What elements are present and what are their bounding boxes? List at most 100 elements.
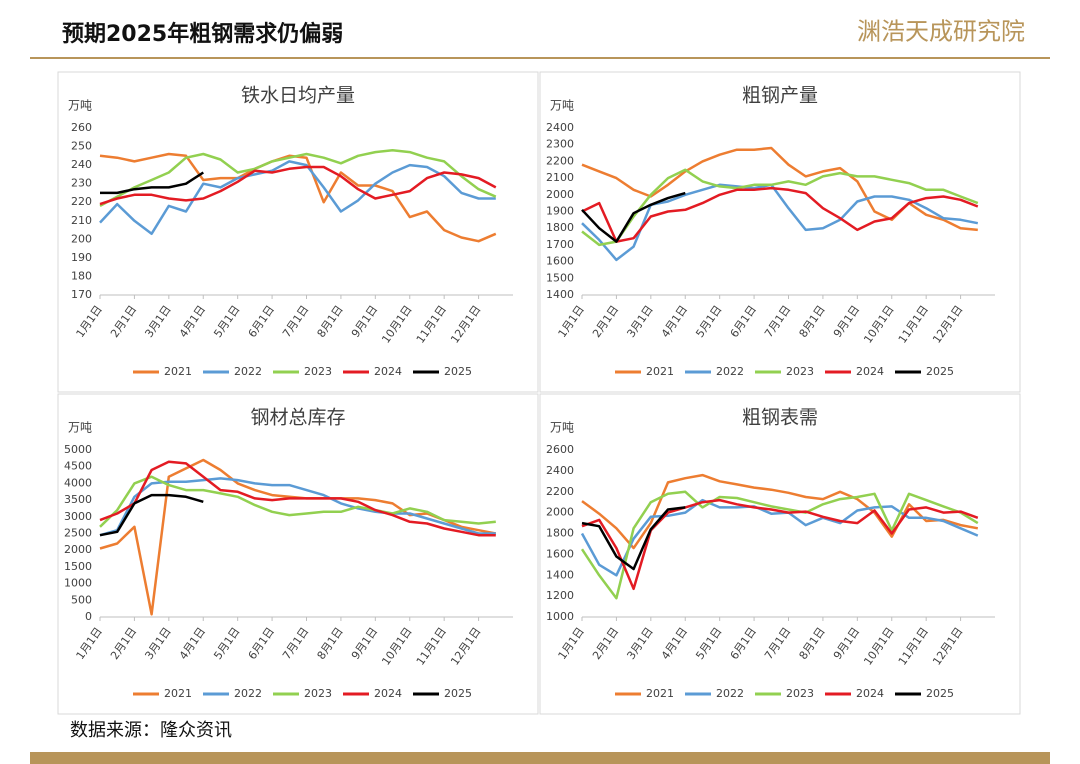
y-tick-label: 3000 (64, 510, 92, 523)
legend-label: 2023 (304, 687, 332, 700)
series-line (99, 493, 204, 537)
x-tick-label: 3月1日 (624, 303, 655, 340)
legend-label: 2022 (716, 687, 744, 700)
x-tick-label: 8月1日 (797, 303, 828, 340)
x-tick-label: 6月1日 (246, 303, 277, 340)
series-line (581, 506, 686, 571)
y-tick-label: 5000 (64, 443, 92, 456)
x-tick-label: 11月1日 (414, 303, 449, 346)
y-axis-label: 万吨 (550, 99, 574, 113)
x-tick-label: 2月1日 (590, 303, 621, 340)
legend-label: 2023 (786, 687, 814, 700)
series-line (99, 149, 497, 208)
legend-label: 2021 (646, 365, 674, 378)
x-tick-label: 5月1日 (211, 625, 242, 662)
x-tick-label: 6月1日 (246, 625, 277, 662)
x-tick-label: 9月1日 (349, 625, 380, 662)
panel-frame (539, 393, 1021, 715)
x-tick-label: 3月1日 (142, 625, 173, 662)
y-tick-label: 2000 (64, 543, 92, 556)
y-tick-label: 1600 (546, 547, 574, 560)
y-tick-label: 1000 (546, 610, 574, 623)
y-tick-label: 2600 (546, 443, 574, 456)
x-tick-label: 5月1日 (211, 303, 242, 340)
y-tick-label: 2200 (546, 485, 574, 498)
y-tick-label: 230 (71, 177, 92, 190)
x-tick-label: 10月1日 (379, 625, 414, 668)
chart-title: 粗钢表需 (742, 407, 818, 429)
legend-label: 2025 (444, 365, 472, 378)
x-tick-label: 6月1日 (728, 625, 759, 662)
x-tick-label: 7月1日 (280, 303, 311, 340)
series-line (99, 475, 496, 528)
legend-label: 2022 (234, 687, 262, 700)
x-tick-label: 8月1日 (315, 303, 346, 340)
x-tick-label: 11月1日 (896, 303, 931, 346)
x-tick-label: 7月1日 (280, 625, 311, 662)
y-tick-label: 260 (71, 121, 92, 134)
x-tick-label: 11月1日 (896, 625, 931, 668)
series-line (99, 460, 496, 537)
legend-label: 2024 (856, 365, 884, 378)
series-line (99, 477, 496, 537)
y-tick-label: 1400 (546, 288, 574, 301)
y-axis-label: 万吨 (68, 421, 92, 435)
y-tick-label: 1400 (546, 568, 574, 581)
x-tick-label: 4月1日 (659, 303, 690, 340)
y-tick-label: 2000 (546, 506, 574, 519)
y-tick-label: 4000 (64, 476, 92, 489)
x-tick-label: 7月1日 (762, 625, 793, 662)
y-tick-label: 2000 (546, 188, 574, 201)
y-tick-label: 220 (71, 195, 92, 208)
x-tick-label: 8月1日 (315, 625, 346, 662)
x-tick-label: 3月1日 (624, 625, 655, 662)
x-tick-label: 12月1日 (448, 303, 483, 346)
legend-label: 2023 (786, 365, 814, 378)
x-tick-label: 12月1日 (930, 303, 965, 346)
x-tick-label: 9月1日 (349, 303, 380, 340)
legend-label: 2023 (304, 365, 332, 378)
y-tick-label: 1500 (64, 560, 92, 573)
x-tick-label: 2月1日 (108, 303, 139, 340)
series-line (581, 191, 686, 243)
x-tick-label: 1月1日 (74, 625, 105, 662)
x-tick-label: 1月1日 (74, 303, 105, 340)
y-tick-label: 240 (71, 158, 92, 171)
series-line (581, 168, 979, 247)
x-tick-label: 9月1日 (831, 303, 862, 340)
y-tick-label: 2200 (546, 154, 574, 167)
y-tick-label: 2400 (546, 464, 574, 477)
page-title: 预期2025年粗钢需求仍偏弱 (62, 21, 343, 47)
y-tick-label: 1000 (64, 577, 92, 590)
y-tick-label: 210 (71, 214, 92, 227)
y-tick-label: 1800 (546, 221, 574, 234)
y-tick-label: 250 (71, 140, 92, 153)
series-line (99, 160, 496, 236)
series-line (581, 473, 979, 550)
series-line (581, 183, 979, 262)
y-tick-label: 2400 (546, 121, 574, 134)
x-tick-label: 12月1日 (930, 625, 965, 668)
x-tick-label: 4月1日 (659, 625, 690, 662)
y-tick-label: 1800 (546, 527, 574, 540)
x-tick-label: 10月1日 (861, 625, 896, 668)
legend-label: 2024 (856, 687, 884, 700)
y-tick-label: 170 (71, 288, 92, 301)
footer-bar (30, 752, 1050, 764)
legend-label: 2021 (164, 687, 192, 700)
y-tick-label: 1500 (546, 271, 574, 284)
series-line (580, 498, 979, 577)
y-tick-label: 200 (71, 232, 92, 245)
legend-label: 2022 (716, 365, 744, 378)
x-tick-label: 11月1日 (414, 625, 449, 668)
x-tick-label: 8月1日 (797, 625, 828, 662)
y-tick-label: 1200 (546, 589, 574, 602)
series-line (581, 186, 979, 243)
legend-label: 2021 (164, 365, 192, 378)
y-tick-label: 1600 (546, 255, 574, 268)
panel-frame (539, 71, 1021, 393)
series-line (580, 490, 979, 600)
legend-label: 2025 (926, 365, 954, 378)
y-tick-label: 3500 (64, 493, 92, 506)
